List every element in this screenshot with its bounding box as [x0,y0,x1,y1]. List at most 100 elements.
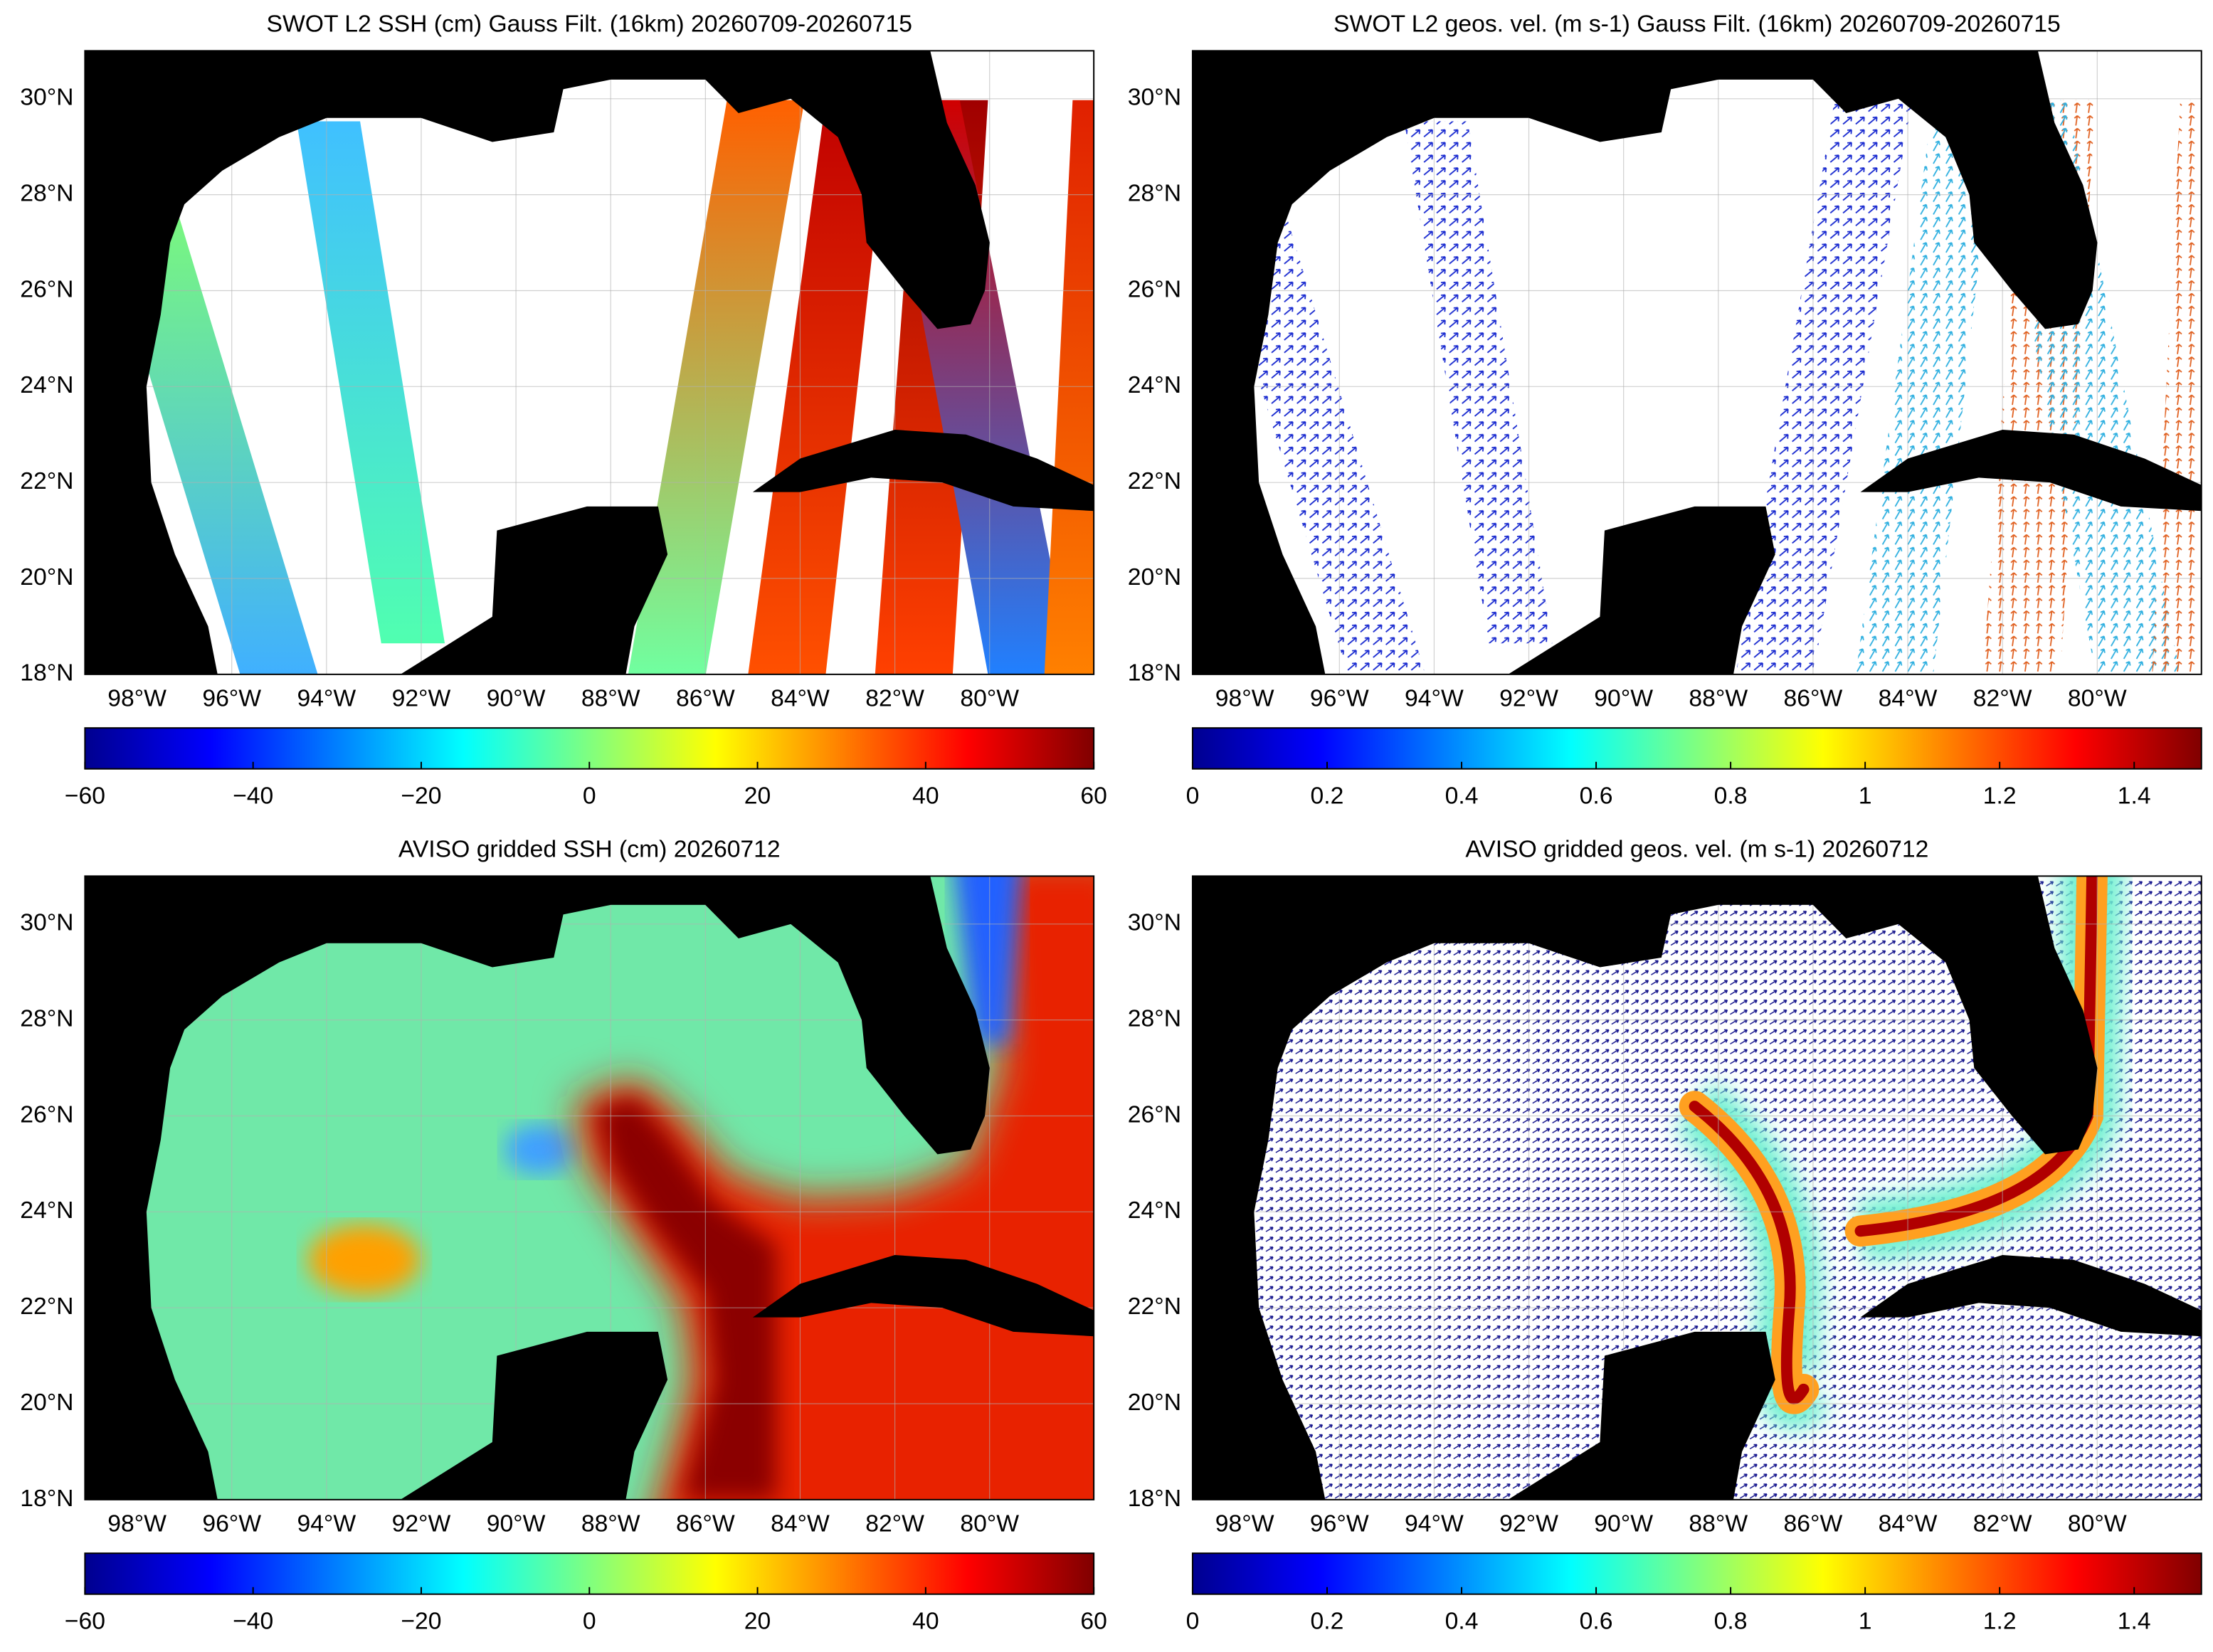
colorbar-tick-label: 1 [1859,782,1872,809]
colorbar-tick-label: 0.6 [1580,1607,1613,1634]
land [400,506,668,674]
map-area [1192,876,2202,1500]
colorbar-tick-label: 0.8 [1714,1607,1748,1634]
x-tick-label: 84°W [1879,1510,1938,1537]
x-tick-label: 94°W [297,684,356,711]
land [752,429,1094,512]
swath [1044,100,1094,674]
map-frame [1191,875,2202,1500]
x-tick-label: 96°W [1310,684,1369,711]
map-panel: AVISO gridded geos. vel. (m s-1) 2026071… [1128,836,2202,1634]
y-tick-label: 28°N [20,180,73,207]
swath [2152,100,2202,674]
map-area [85,51,1094,674]
x-tick-label: 82°W [1973,684,2032,711]
y-tick-label: 26°N [1128,1101,1181,1128]
panel-title: SWOT L2 SSH (cm) Gauss Filt. (16km) 2026… [267,11,912,38]
panel-title: AVISO gridded geos. vel. (m s-1) 2026071… [1465,836,1928,863]
y-tick-label: 26°N [1128,275,1181,302]
y-tick-label: 20°N [20,563,73,591]
land [400,1331,668,1500]
colorbar-tick-label: −60 [65,782,105,809]
swath [1404,121,1553,644]
x-tick-label: 94°W [1405,684,1464,711]
x-tick-label: 98°W [107,1510,167,1537]
x-tick-label: 90°W [1594,684,1653,711]
colorbar-tick-label: 0 [583,1607,596,1634]
y-tick-label: 20°N [1128,563,1181,591]
y-tick-label: 26°N [20,275,73,302]
x-tick-label: 96°W [202,1510,261,1537]
x-tick-label: 92°W [1499,684,1558,711]
map-panel: SWOT L2 geos. vel. (m s-1) Gauss Filt. (… [1128,11,2202,809]
map-frame [84,875,1095,1500]
y-tick-label: 30°N [1128,84,1181,111]
x-tick-label: 96°W [202,684,261,711]
y-tick-label: 18°N [20,1485,73,1512]
panel-title: SWOT L2 geos. vel. (m s-1) Gauss Filt. (… [1333,11,2061,38]
x-tick-label: 80°W [960,1510,1019,1537]
colorbar-tick-label: 0 [1186,782,1200,809]
x-tick-label: 90°W [487,1510,546,1537]
x-tick-label: 88°W [581,1510,640,1537]
land [1508,506,1775,674]
colorbar-tick-label: −40 [233,1607,273,1634]
colorbar-tick-label: −20 [401,1607,441,1634]
x-tick-label: 96°W [1310,1510,1369,1537]
colorbar-tick-label: 1.4 [2118,1607,2151,1634]
colorbar-tick-label: 0.2 [1311,782,1344,809]
land [1860,429,2202,512]
y-tick-label: 28°N [1128,180,1181,207]
x-tick-label: 86°W [676,684,735,711]
colorbar-tick-label: 40 [912,1607,939,1634]
colorbar-tick-label: 1 [1859,1607,1872,1634]
map-area [1192,51,2202,674]
colorbar-tick-label: 20 [744,782,771,809]
ssh-high [307,1224,421,1296]
y-tick-label: 26°N [20,1101,73,1128]
land [1192,876,2098,1500]
map-panel: SWOT L2 SSH (cm) Gauss Filt. (16km) 2026… [20,11,1107,810]
ssh-core [596,1096,777,1500]
colorbar-tick-label: −20 [401,782,441,809]
map-frame [84,50,1095,675]
x-tick-label: 80°W [960,684,1019,711]
colorbar-tick-label: −60 [65,1607,105,1634]
colorbar-tick-label: 60 [1080,782,1106,809]
x-tick-label: 92°W [392,684,451,711]
x-tick-label: 92°W [1499,1510,1558,1537]
x-tick-label: 84°W [771,1510,830,1537]
x-tick-label: 84°W [1879,684,1938,711]
colorbar-tick-label: 0.8 [1714,782,1748,809]
panel-title: AVISO gridded SSH (cm) 20260712 [398,836,781,863]
colorbar-tick-label: 20 [744,1607,771,1634]
colorbar-tick-label: 1.2 [1983,782,2017,809]
land [1508,1331,1775,1500]
colorbar [1191,1552,2202,1595]
x-tick-label: 86°W [676,1510,735,1537]
x-tick-label: 86°W [1784,1510,1843,1537]
y-tick-label: 22°N [1128,1293,1181,1320]
y-tick-label: 28°N [20,1005,73,1032]
x-tick-label: 82°W [865,1510,924,1537]
y-tick-label: 30°N [20,909,73,936]
x-tick-label: 82°W [865,684,924,711]
x-tick-label: 82°W [1973,1510,2032,1537]
y-tick-label: 28°N [1128,1005,1181,1032]
colorbar [1191,727,2202,770]
y-tick-label: 18°N [20,660,73,687]
x-tick-label: 94°W [297,1510,356,1537]
land [1860,1255,2202,1337]
swath [628,100,805,674]
x-tick-label: 86°W [1784,684,1843,711]
y-tick-label: 30°N [1128,909,1181,936]
swath [1855,100,1997,674]
map-frame [1191,50,2202,675]
x-tick-label: 80°W [2068,684,2127,711]
y-tick-label: 24°N [20,371,73,398]
land [85,876,990,1500]
x-tick-label: 90°W [1594,1510,1653,1537]
colorbar-tick-label: 1.2 [1983,1607,2017,1634]
